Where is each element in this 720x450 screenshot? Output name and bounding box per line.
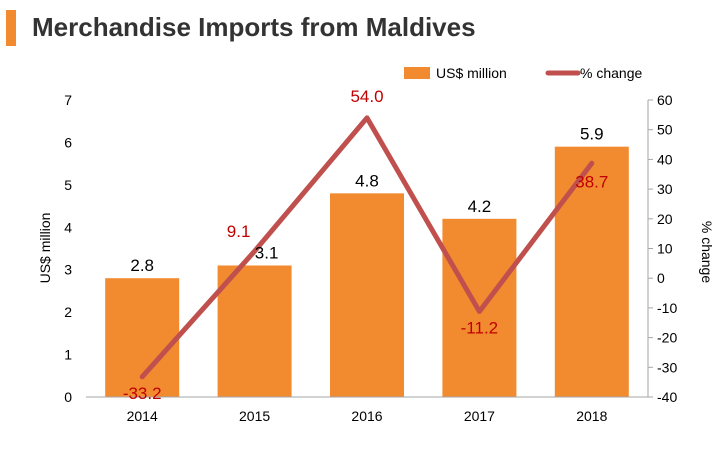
y-tick-label: 4 — [64, 219, 72, 235]
y2-tick-label: -10 — [657, 300, 677, 316]
legend-label-bar: US$ million — [436, 65, 507, 81]
legend-swatch-bar — [404, 67, 430, 79]
y2-tick-label: -30 — [657, 359, 677, 375]
y2-tick-label: 20 — [657, 211, 673, 227]
y2-tick-label: 40 — [657, 151, 673, 167]
bar-value-label: 4.2 — [468, 197, 492, 216]
title-bar: Merchandise Imports from Maldives — [0, 10, 720, 46]
line-value-label: 9.1 — [227, 222, 251, 241]
y-tick-label: 0 — [64, 389, 72, 405]
chart-title: Merchandise Imports from Maldives — [32, 12, 476, 42]
percent-change-line — [139, 115, 595, 380]
ticks-layer: 0 1 2 3 4 5 6 7 -40 -30 -20 -10 0 10 20 30 40 50 60 2014 201… — [64, 92, 677, 424]
title-accent-bar — [6, 10, 16, 46]
x-tick-label: 2016 — [351, 408, 382, 424]
y-axis-title: US$ million — [37, 213, 53, 284]
legend: US$ million % change — [404, 65, 642, 81]
bar-value-label: 5.9 — [580, 125, 604, 144]
line-value-label: 38.7 — [575, 172, 608, 191]
y-tick-label: 7 — [64, 92, 72, 108]
bar-2016 — [330, 193, 404, 397]
bar-value-label: 3.1 — [255, 243, 279, 262]
y2-tick-label: -40 — [657, 389, 677, 405]
bar-2015 — [217, 265, 292, 397]
y2-tick-label: 60 — [657, 92, 673, 108]
x-tick-label: 2017 — [464, 408, 495, 424]
labels-layer: 2.8 3.1 4.8 4.2 5.9 -33.2 9.1 54.0 -11.2 38.7 — [123, 87, 609, 403]
y-tick-label: 5 — [64, 177, 72, 193]
line-layer — [139, 115, 595, 380]
x-tick-label: 2014 — [127, 408, 158, 424]
y-tick-label: 1 — [64, 347, 72, 363]
y2-axis-title: % change — [699, 221, 715, 283]
y2-tick-label: 0 — [657, 270, 665, 286]
legend-label-line: % change — [580, 65, 642, 81]
line-value-label: 54.0 — [350, 87, 383, 106]
bar-value-label: 2.8 — [130, 256, 154, 275]
line-value-label: -33.2 — [123, 384, 162, 403]
x-tick-label: 2018 — [576, 408, 607, 424]
y-tick-label: 2 — [64, 304, 72, 320]
line-value-label: -11.2 — [461, 318, 499, 337]
y-tick-label: 3 — [64, 262, 72, 278]
y2-tick-label: 10 — [657, 241, 673, 257]
y-tick-label: 6 — [64, 134, 72, 150]
y2-tick-label: 30 — [657, 181, 673, 197]
y2-tick-label: -20 — [657, 330, 677, 346]
y2-tick-label: 50 — [657, 122, 673, 138]
bar-2018 — [554, 146, 629, 397]
x-tick-label: 2015 — [239, 408, 270, 424]
bar-value-label: 4.8 — [355, 171, 379, 190]
